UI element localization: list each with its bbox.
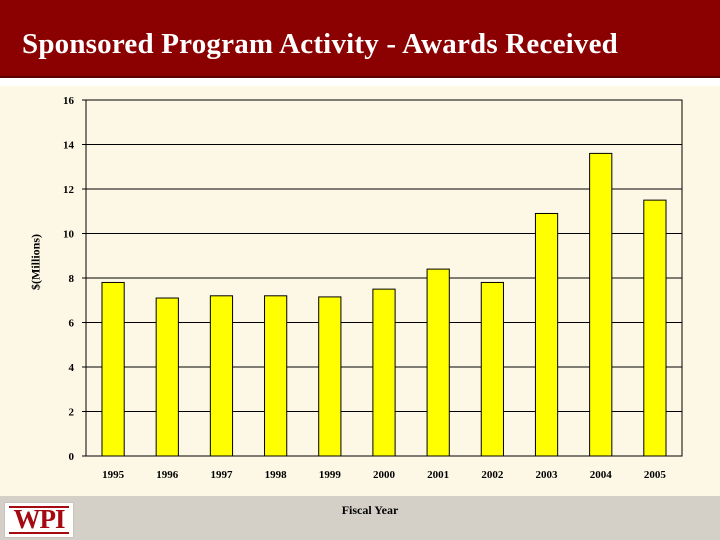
x-tick-label: 1996	[156, 469, 179, 481]
bar-1997	[209, 295, 234, 457]
title-bar: Sponsored Program Activity - Awards Rece…	[0, 0, 720, 78]
x-tick-label: 2002	[481, 469, 504, 481]
x-axis-label: Fiscal Year	[341, 503, 399, 517]
x-tick-label: 2001	[427, 469, 449, 481]
y-tick-label: 2	[69, 407, 75, 419]
x-tick-label: 1997	[210, 469, 233, 481]
bar-2001	[426, 268, 450, 457]
y-tick-label: 6	[69, 318, 75, 330]
bar-1995	[101, 281, 125, 457]
x-tick-label: 1998	[265, 469, 288, 481]
bar-2002	[480, 281, 504, 457]
bar-chart: 0 2 4 6 8 10 12 14 16 1995 1996 1997 1998 1999 2000 200…	[63, 95, 683, 481]
bar-2003	[534, 212, 559, 457]
wpi-logo: WPI	[4, 502, 74, 538]
bar-1998	[264, 295, 288, 457]
x-tick-label: 2005	[644, 469, 667, 481]
y-tick-label: 12	[63, 184, 75, 196]
x-tick-label: 2003	[536, 469, 559, 481]
y-tick-label: 0	[69, 451, 75, 463]
y-axis-label: $(Millions)	[28, 234, 43, 290]
bar-2005	[643, 199, 667, 457]
bar-2004	[589, 152, 613, 457]
logo-text: WPI	[13, 504, 66, 534]
x-tick-label: 2004	[590, 469, 613, 481]
x-tick-label: 1999	[319, 469, 342, 481]
x-tick-label: 2000	[373, 469, 396, 481]
bar-1996	[155, 297, 179, 457]
logo-rule-top	[9, 506, 69, 508]
y-tick-label: 10	[63, 229, 75, 241]
logo-rule-bottom	[9, 532, 69, 534]
y-tick-label: 8	[69, 273, 75, 285]
bar-2000	[372, 288, 396, 457]
y-tick-label: 4	[69, 362, 75, 374]
x-tick-label: 1995	[102, 469, 125, 481]
y-tick-label: 16	[63, 95, 75, 107]
bar-1999	[318, 296, 342, 457]
footer-bar	[0, 496, 720, 540]
y-tick-label: 14	[63, 140, 75, 152]
slide-title: Sponsored Program Activity - Awards Rece…	[22, 28, 618, 60]
